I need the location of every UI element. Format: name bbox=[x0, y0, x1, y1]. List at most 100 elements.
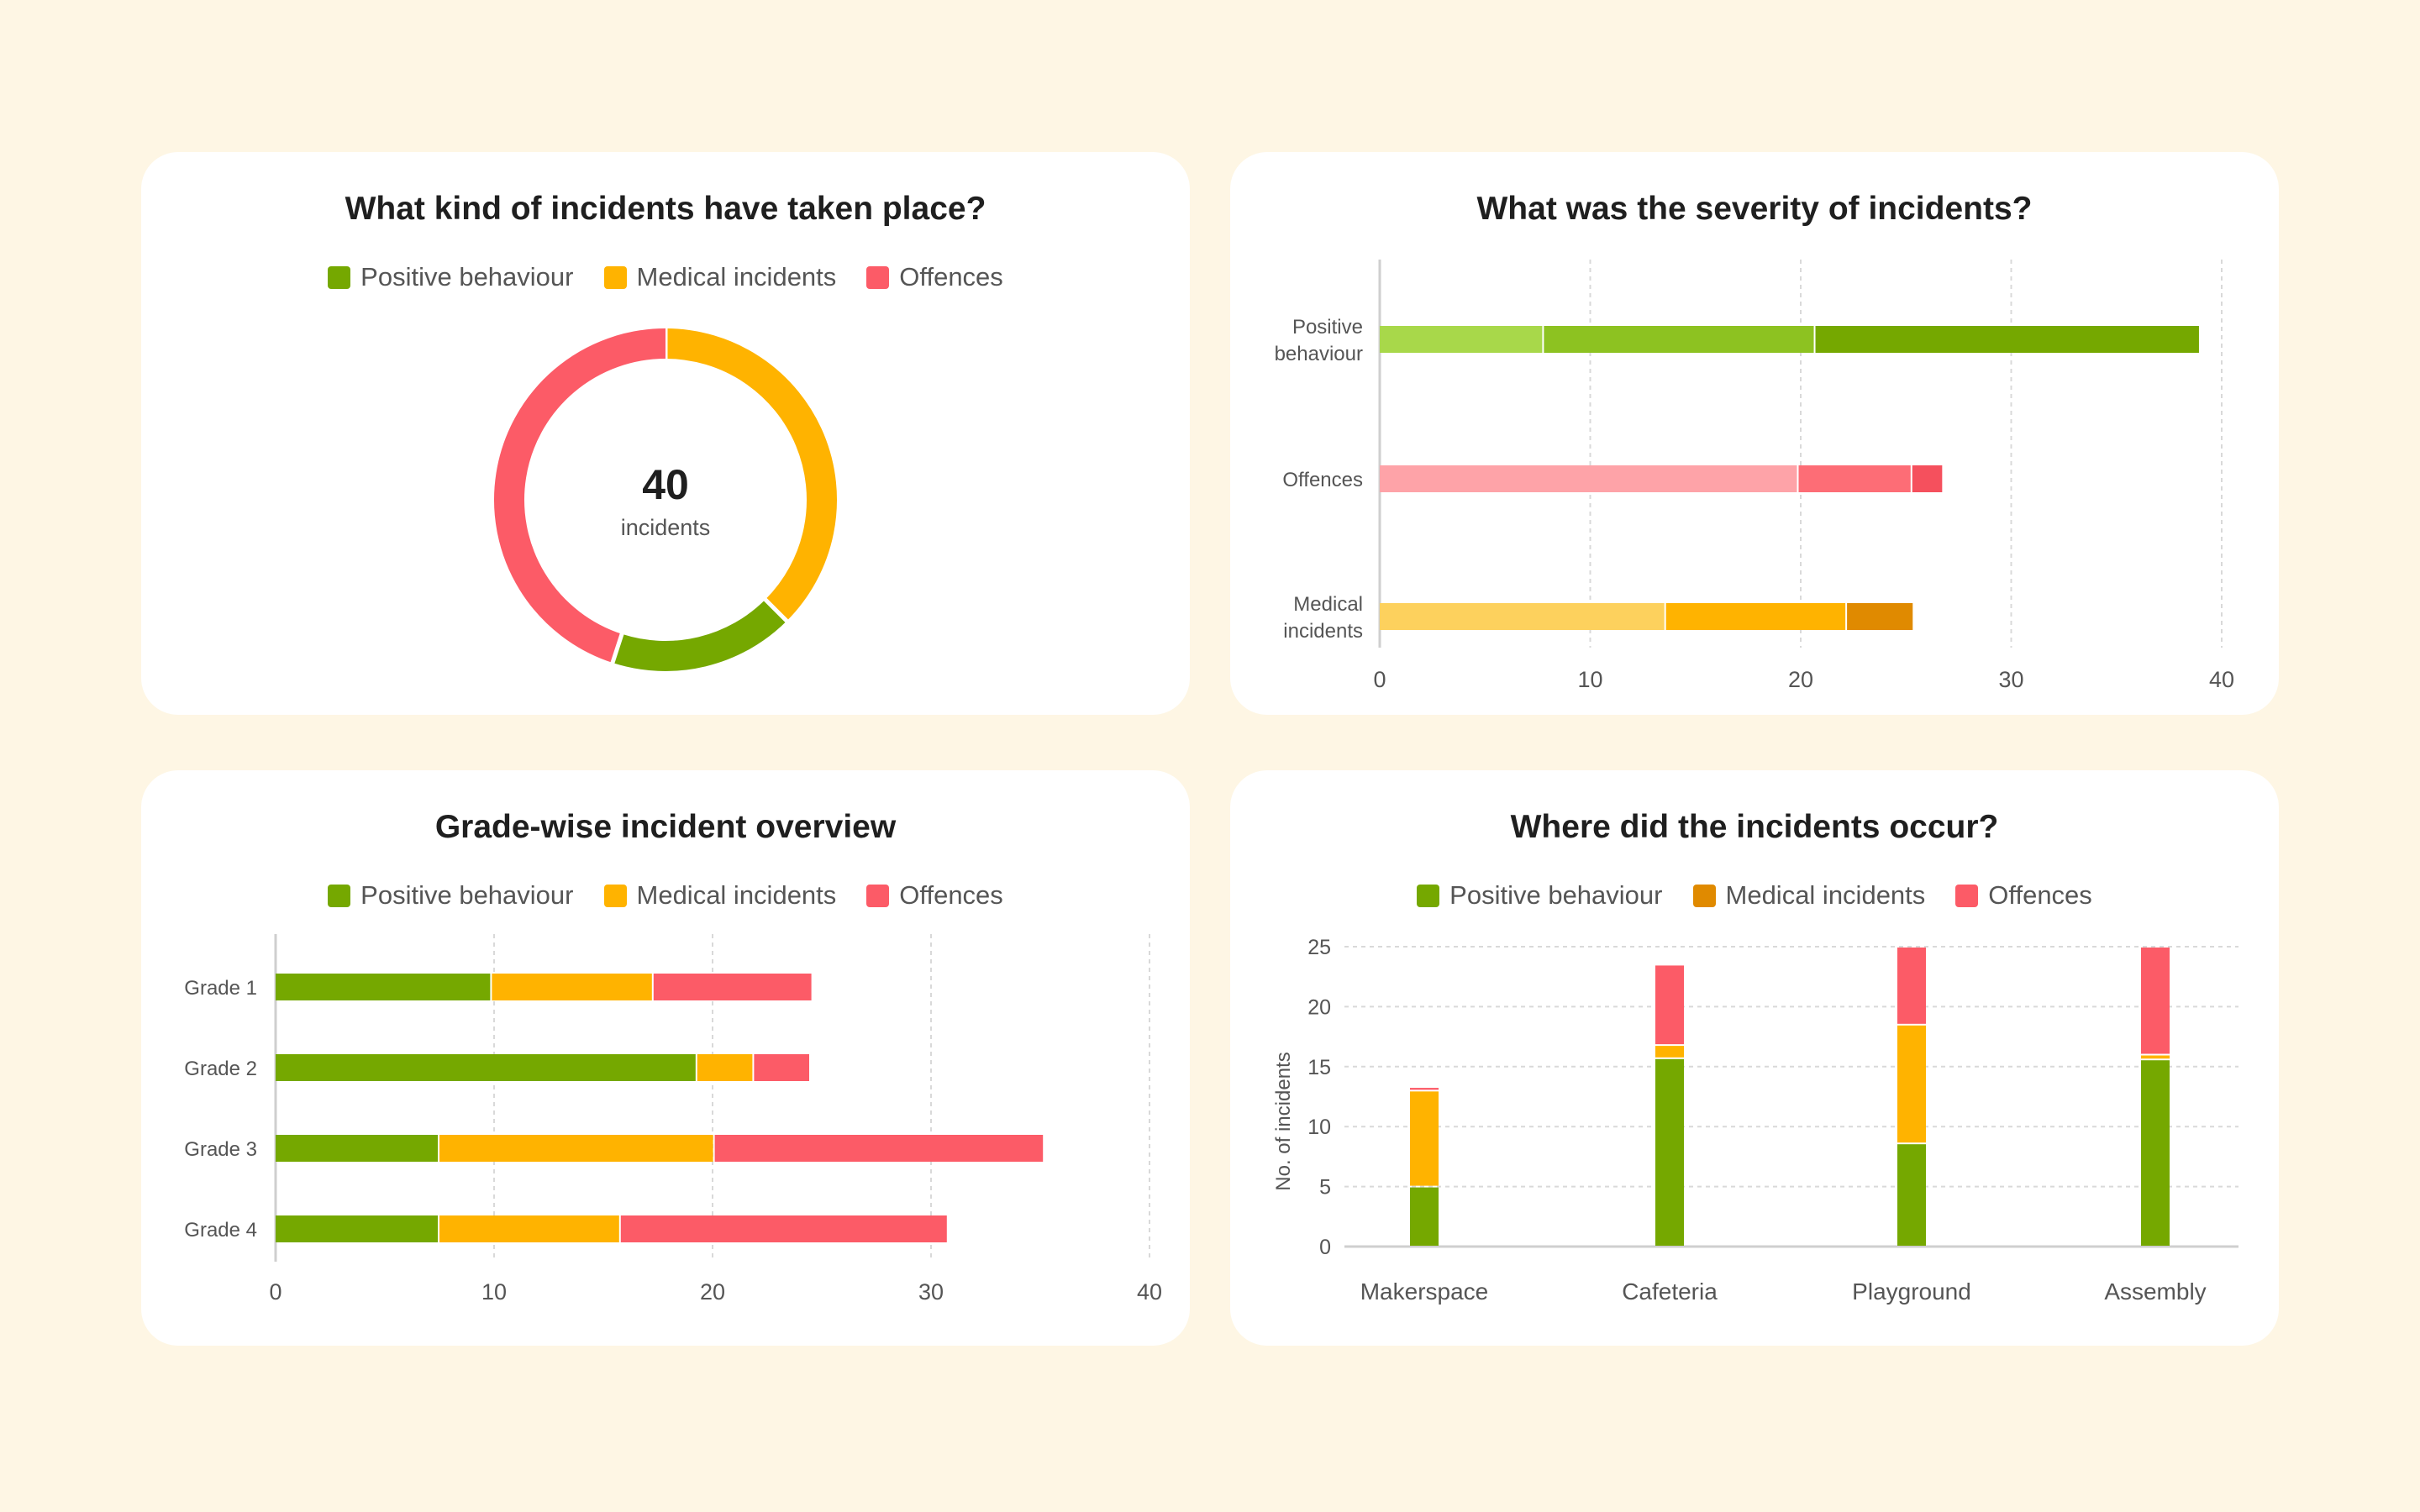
legend-item-positive[interactable]: Positive behaviour bbox=[1417, 880, 1663, 911]
severity-card: What was the severity of incidents? 0 10 2… bbox=[1230, 152, 2279, 715]
legend-label-offences: Offences bbox=[1988, 880, 2092, 910]
y-tick-label: 15 bbox=[1307, 1056, 1331, 1079]
locations-title: Where did the incidents occur? bbox=[1510, 809, 1999, 845]
bar-segment[interactable] bbox=[1897, 1144, 1926, 1246]
legend-item-offences[interactable]: Offences bbox=[1955, 880, 2092, 911]
bar-segment[interactable] bbox=[439, 1215, 619, 1242]
x-tick-label: 40 bbox=[2209, 667, 2234, 692]
y-category-label: Medical bbox=[1293, 593, 1363, 616]
grade-wise-legend: Positive behaviour Medical incidents Off… bbox=[141, 880, 1190, 911]
x-tick-label: 20 bbox=[1788, 667, 1813, 692]
y-category-label: Grade 2 bbox=[184, 1058, 257, 1080]
bar-segment[interactable] bbox=[1380, 603, 1665, 630]
legend-label-offences: Offences bbox=[899, 262, 1003, 291]
legend-item-medical[interactable]: Medical incidents bbox=[1692, 880, 1926, 911]
donut-slice-offences[interactable] bbox=[494, 328, 666, 664]
y-tick-label: 20 bbox=[1307, 995, 1331, 1019]
donut-center-label: incidents bbox=[621, 515, 711, 540]
bar-segment[interactable] bbox=[754, 1054, 809, 1081]
legend-swatch-positive bbox=[328, 884, 351, 907]
bar-segment[interactable] bbox=[1380, 326, 1543, 353]
severity-chart: 0 10 20 30 40 Positive behaviour Offences Medica… bbox=[1275, 260, 2234, 692]
bar-segment[interactable] bbox=[276, 1054, 696, 1081]
severity-title: What was the severity of incidents? bbox=[1476, 191, 2033, 227]
legend-swatch-positive bbox=[1417, 884, 1440, 907]
legend-item-positive[interactable]: Positive behaviour bbox=[328, 262, 574, 292]
x-category-label: Assembly bbox=[2104, 1278, 2206, 1305]
bar-segment[interactable] bbox=[1380, 465, 1797, 492]
x-tick-label: 30 bbox=[918, 1279, 944, 1305]
bar-segment[interactable] bbox=[2141, 1055, 2170, 1059]
bar-segment[interactable] bbox=[1410, 1091, 1439, 1186]
bar-segment[interactable] bbox=[492, 974, 652, 1000]
legend-label-medical: Medical incidents bbox=[636, 262, 837, 291]
bar-segment[interactable] bbox=[1897, 1025, 1926, 1143]
incident-types-card: What kind of incidents have taken place?… bbox=[141, 152, 1190, 715]
y-category-label: Offences bbox=[1282, 469, 1363, 491]
locations-chart: 0 5 10 15 20 25 No. of incidents Makerspace Cafe… bbox=[1272, 936, 2238, 1305]
y-category-label: Grade 4 bbox=[184, 1219, 257, 1242]
y-category-label: Grade 1 bbox=[184, 977, 257, 1000]
donut-slice-medical-incidents[interactable] bbox=[665, 328, 837, 622]
legend-item-medical[interactable]: Medical incidents bbox=[603, 880, 836, 911]
donut-chart: 40 incidents bbox=[494, 327, 837, 671]
legend-item-offences[interactable]: Offences bbox=[866, 262, 1003, 292]
y-category-label: incidents bbox=[1283, 620, 1363, 643]
donut-slice-positive-behaviour[interactable] bbox=[612, 599, 787, 671]
x-tick-label: 0 bbox=[269, 1279, 281, 1305]
bar-segment[interactable] bbox=[1897, 948, 1926, 1024]
y-category-label: behaviour bbox=[1275, 343, 1363, 365]
bar-segment[interactable] bbox=[439, 1135, 713, 1162]
bar-segment[interactable] bbox=[620, 1215, 947, 1242]
x-tick-label: 20 bbox=[700, 1279, 725, 1305]
bar-segment[interactable] bbox=[276, 974, 491, 1000]
legend-swatch-positive bbox=[328, 265, 351, 289]
bar-segment[interactable] bbox=[1544, 326, 1814, 353]
legend-swatch-offences bbox=[866, 884, 890, 907]
grade-wise-card: Grade-wise incident overview Positive be… bbox=[141, 770, 1190, 1346]
x-category-label: Playground bbox=[1852, 1278, 1971, 1305]
x-tick-label: 30 bbox=[1998, 667, 2023, 692]
bar-segment[interactable] bbox=[276, 1215, 438, 1242]
grade-wise-title: Grade-wise incident overview bbox=[434, 809, 897, 845]
bar-segment[interactable] bbox=[1410, 1187, 1439, 1246]
legend-swatch-medical bbox=[603, 884, 627, 907]
legend-label-positive: Positive behaviour bbox=[1449, 880, 1663, 910]
bar-segment[interactable] bbox=[276, 1135, 438, 1162]
bar-segment[interactable] bbox=[1410, 1088, 1439, 1090]
locations-card: Where did the incidents occur? Positive … bbox=[1230, 770, 2279, 1346]
x-tick-label: 40 bbox=[1137, 1279, 1162, 1305]
bar-segment[interactable] bbox=[1815, 326, 2199, 353]
bar-segment[interactable] bbox=[1655, 1058, 1684, 1246]
bar-segment[interactable] bbox=[1912, 465, 1943, 492]
x-category-label: Cafeteria bbox=[1622, 1278, 1718, 1305]
bar-segment[interactable] bbox=[2141, 948, 2170, 1054]
y-category-label: Positive bbox=[1292, 316, 1363, 339]
donut-center-value: 40 bbox=[642, 461, 689, 508]
bar-segment[interactable] bbox=[653, 974, 812, 1000]
legend-item-positive[interactable]: Positive behaviour bbox=[328, 880, 574, 911]
bar-segment[interactable] bbox=[1655, 1046, 1684, 1058]
bar-segment[interactable] bbox=[1655, 965, 1684, 1045]
y-tick-label: 10 bbox=[1307, 1116, 1331, 1139]
bar-segment[interactable] bbox=[697, 1054, 753, 1081]
locations-legend: Positive behaviour Medical incidents Off… bbox=[1230, 880, 2279, 911]
legend-item-medical[interactable]: Medical incidents bbox=[603, 262, 837, 292]
bar-segment[interactable] bbox=[1665, 603, 1846, 630]
y-tick-label: 25 bbox=[1307, 936, 1331, 959]
x-category-label: Makerspace bbox=[1360, 1278, 1489, 1305]
bar-segment[interactable] bbox=[714, 1135, 1044, 1162]
bar-segment[interactable] bbox=[2141, 1060, 2170, 1246]
bar-segment[interactable] bbox=[1798, 465, 1911, 492]
legend-label-medical: Medical incidents bbox=[1725, 880, 1926, 910]
y-category-label: Grade 3 bbox=[184, 1138, 257, 1161]
incident-types-title: What kind of incidents have taken place? bbox=[345, 191, 986, 227]
legend-item-offences[interactable]: Offences bbox=[866, 880, 1003, 911]
y-axis-title: No. of incidents bbox=[1272, 1052, 1295, 1190]
x-tick-label: 0 bbox=[1373, 667, 1386, 692]
legend-swatch-medical bbox=[603, 265, 627, 289]
bar-segment[interactable] bbox=[1847, 603, 1913, 630]
legend-swatch-medical bbox=[1692, 884, 1716, 907]
y-tick-label: 0 bbox=[1319, 1236, 1331, 1259]
y-tick-label: 5 bbox=[1319, 1176, 1331, 1200]
